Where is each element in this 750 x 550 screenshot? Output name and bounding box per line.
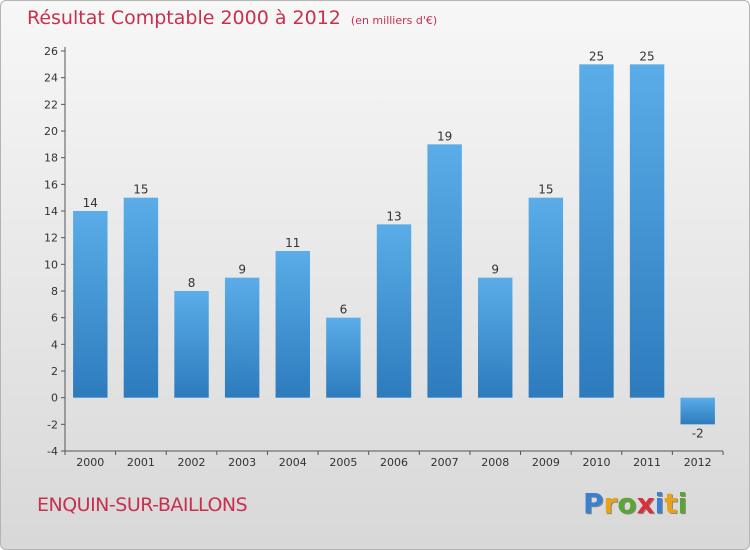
bar [680, 397, 715, 425]
chart-title: Résultat Comptable 2000 à 2012 (en millie… [27, 7, 437, 29]
proxiti-logo: Proxiti [583, 487, 687, 520]
bar [73, 211, 108, 398]
logo-letter: x [636, 487, 655, 520]
y-tick-label: 4 [51, 338, 58, 351]
bar [275, 251, 310, 398]
x-tick-label: 2012 [684, 456, 712, 469]
data-label: -2 [692, 426, 704, 440]
x-tick-label: 2001 [127, 456, 155, 469]
data-label: 9 [491, 263, 499, 277]
bar [376, 224, 412, 398]
logo-letter: t [664, 487, 678, 520]
data-label: 25 [589, 49, 604, 63]
bar [579, 64, 614, 398]
y-tick-label: 8 [51, 285, 58, 298]
y-tick-label: -4 [47, 445, 58, 458]
x-tick-label: 2007 [431, 456, 459, 469]
data-label: 11 [285, 236, 300, 250]
y-tick-label: 18 [44, 152, 58, 165]
chart-bars [73, 64, 715, 425]
x-tick-label: 2008 [481, 456, 509, 469]
x-tick-label: 2010 [582, 456, 610, 469]
bar [174, 291, 209, 398]
bar [427, 144, 462, 398]
y-tick-label: 20 [44, 125, 58, 138]
bar [224, 277, 260, 398]
y-tick-label: 26 [44, 45, 58, 58]
logo-letter: i [654, 487, 665, 520]
bar [326, 317, 361, 398]
data-label: 8 [188, 276, 196, 290]
bar [478, 277, 513, 398]
data-label: 15 [538, 183, 553, 197]
y-tick-label: 2 [51, 365, 58, 378]
logo-letter: P [583, 487, 604, 520]
bar [629, 64, 665, 398]
x-tick-label: 2003 [228, 456, 256, 469]
x-tick-label: 2002 [178, 456, 206, 469]
y-tick-label: 14 [44, 205, 58, 218]
logo-letter: i [677, 487, 688, 520]
commune-name: ENQUIN-SUR-BAILLONS [37, 494, 248, 516]
x-tick-label: 2011 [633, 456, 661, 469]
x-tick-label: 2006 [380, 456, 408, 469]
y-tick-label: 12 [44, 232, 58, 245]
y-tick-label: 22 [44, 98, 58, 111]
x-tick-label: 2004 [279, 456, 307, 469]
y-tick-label: 24 [44, 72, 58, 85]
data-label: 25 [639, 49, 654, 63]
bar [123, 197, 159, 398]
logo-letter: o [617, 487, 637, 520]
y-tick-label: 0 [51, 392, 58, 405]
data-label: 19 [437, 129, 452, 143]
data-label: 9 [238, 263, 246, 277]
x-tick-label: 2000 [76, 456, 104, 469]
x-tick-label: 2009 [532, 456, 560, 469]
y-tick-label: 6 [51, 312, 58, 325]
y-tick-label: 10 [44, 258, 58, 271]
data-label: 14 [83, 196, 98, 210]
title-text: Résultat Comptable 2000 à 2012 [27, 7, 341, 29]
data-label: 15 [133, 183, 148, 197]
logo-letter: r [603, 487, 618, 520]
data-label: 6 [340, 303, 348, 317]
x-tick-label: 2005 [329, 456, 357, 469]
y-tick-label: 16 [44, 178, 58, 191]
data-label: 13 [386, 209, 401, 223]
chart-data-labels: 14 15 8 9 11 6 13 19 9 15 25 25 -2 [83, 49, 704, 440]
y-tick-label: -2 [47, 418, 58, 431]
bar [528, 197, 564, 398]
chart-subtitle: (en milliers d'€) [350, 14, 438, 27]
